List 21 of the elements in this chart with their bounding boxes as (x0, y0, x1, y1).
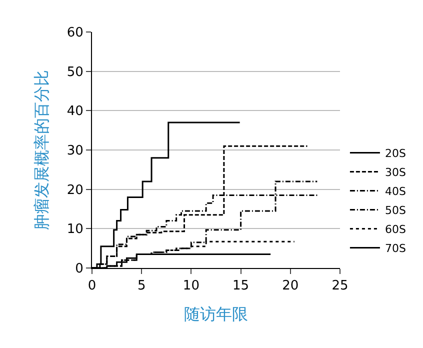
y-axis-title: 肿瘤发展概率的百分比 (32, 70, 51, 230)
y-tick-label: 10 (66, 222, 84, 238)
x-axis-title: 随访年限 (184, 304, 248, 324)
x-tick-label: 15 (232, 278, 250, 294)
legend-label: 60S (384, 222, 406, 236)
y-tick-label: 50 (66, 64, 84, 80)
y-tick-label: 0 (75, 262, 84, 277)
legend-label: 30S (384, 166, 406, 179)
x-tick-label: 5 (137, 278, 146, 294)
x-tick-label: 0 (88, 278, 96, 294)
legend-label: 20S (384, 146, 406, 160)
y-tick-label: 60 (66, 26, 84, 41)
legend-label: 50S (384, 204, 406, 217)
y-tick-label: 30 (66, 144, 84, 159)
x-tick-label: 20 (282, 278, 299, 294)
x-tick-label: 25 (332, 278, 348, 294)
x-tick-label: 10 (182, 278, 200, 294)
legend-label: 40S (384, 184, 406, 198)
y-tick-label: 40 (66, 104, 84, 120)
y-tick-label: 20 (66, 182, 84, 198)
legend-label: 70S (384, 242, 406, 255)
